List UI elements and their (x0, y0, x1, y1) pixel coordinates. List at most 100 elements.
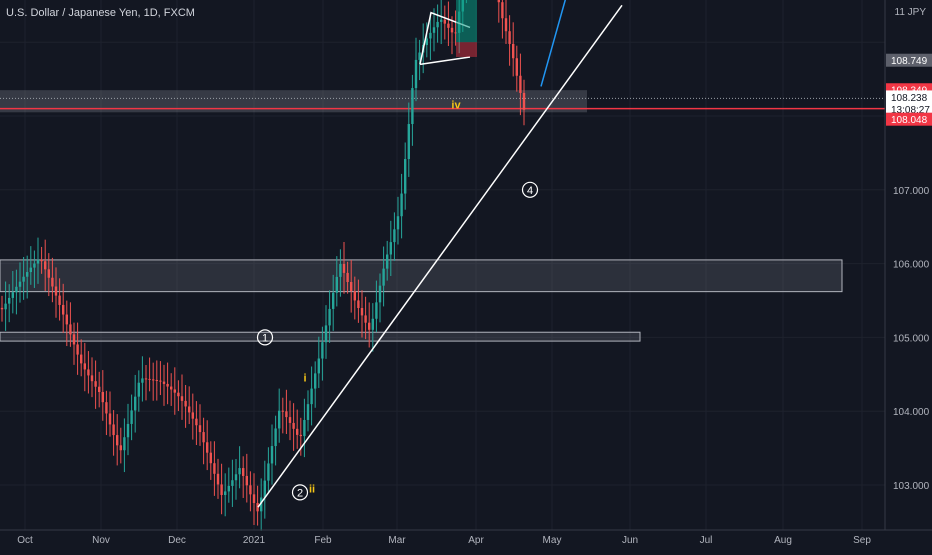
price-badge (886, 112, 932, 126)
candle-body (368, 322, 371, 330)
x-tick-label: Jun (622, 535, 638, 546)
candle-body (216, 473, 220, 485)
candle-body (188, 406, 191, 413)
candle-body (144, 378, 148, 380)
candle-body (126, 423, 130, 438)
candle-body (191, 412, 194, 419)
sub-wave-label: iii (412, 0, 421, 1)
candle-body (288, 417, 292, 423)
wave-circle (521, 181, 539, 198)
candle-body (137, 382, 140, 397)
candle-body (209, 452, 212, 464)
candle-body (263, 480, 266, 498)
x-tick-label: Nov (92, 535, 110, 546)
candle-body (72, 334, 76, 345)
candle-body (396, 216, 400, 230)
y-tick-label: 107.000 (893, 186, 930, 197)
candle-body (504, 18, 508, 32)
candle-body (454, 32, 457, 34)
candle-body (317, 358, 320, 374)
candle-body (346, 272, 349, 283)
candle-body (400, 193, 403, 217)
y-tick-label: 106.000 (893, 260, 930, 271)
candle-body (58, 295, 61, 305)
candle-body (40, 259, 43, 262)
currency-label[interactable]: 11 JPY (894, 7, 927, 18)
candle-body (497, 0, 500, 3)
candle-body (202, 432, 205, 443)
candle-body (123, 437, 126, 451)
candle-body (371, 318, 374, 330)
symbol-title[interactable]: U.S. Dollar / Japanese Yen, 1D, FXCM (6, 7, 195, 19)
candle-body (350, 282, 353, 292)
candle-body (148, 378, 151, 380)
price-badge (886, 53, 932, 67)
candle-body (8, 297, 11, 304)
candle-body (112, 424, 115, 436)
candle-body (62, 304, 65, 315)
candle-body (314, 373, 317, 389)
candle-body (281, 410, 284, 412)
candle-body (443, 19, 446, 24)
candle-body (414, 59, 418, 89)
candle-body (328, 308, 331, 326)
candle-body (512, 43, 515, 59)
candle-body (260, 497, 263, 512)
candle-body (141, 378, 144, 383)
candle-body (173, 389, 176, 393)
candle-body (80, 354, 83, 364)
candle-body (522, 92, 526, 110)
candle-body (353, 291, 356, 301)
wave-circle (256, 329, 274, 346)
sub-wave-label: ii (309, 483, 315, 495)
candle-body (321, 342, 324, 359)
candle-body (378, 285, 382, 303)
price-badge-label: 108.238 (891, 93, 928, 104)
candle-body (285, 411, 288, 418)
candle-body (29, 267, 32, 273)
candle-body (332, 292, 335, 309)
candle-body (242, 468, 245, 476)
wave-label: 4 (527, 185, 533, 197)
candle-body (184, 400, 187, 407)
candle-body (519, 75, 522, 93)
candle-body (224, 491, 227, 495)
candle-body (386, 254, 389, 269)
candle-body (206, 442, 209, 453)
candle-body (335, 276, 338, 293)
candle-body (299, 434, 302, 437)
candle-body (134, 396, 137, 411)
x-tick-label: Dec (168, 535, 186, 546)
candle-body (249, 485, 252, 495)
x-tick-label: 2021 (243, 535, 266, 546)
candle-body (159, 380, 162, 382)
candle-body (162, 381, 166, 384)
candle-body (54, 286, 58, 296)
candle-body (4, 303, 7, 310)
projection-arrow (540, 0, 567, 87)
x-tick-label: May (543, 535, 562, 546)
candle-body (69, 324, 72, 335)
candle-body (36, 259, 40, 264)
candle-body (213, 463, 216, 474)
candle-body (94, 381, 97, 387)
candle-body (18, 281, 22, 287)
candle-body (22, 276, 25, 282)
x-tick-label: Oct (17, 535, 33, 546)
candle-body (432, 27, 436, 33)
candle-body (278, 410, 281, 429)
y-tick-label: 105.000 (893, 333, 930, 344)
candle-body (515, 58, 518, 76)
candle-body (436, 21, 439, 28)
candle-body (166, 383, 169, 387)
candle-body (440, 19, 443, 22)
candle-body (404, 159, 407, 194)
candle-body (227, 485, 230, 492)
x-tick-label: Mar (388, 535, 406, 546)
resistance-zone (0, 90, 587, 113)
candle-body (357, 300, 360, 309)
candle-body (411, 88, 414, 125)
wave-label: 1 (262, 332, 268, 344)
